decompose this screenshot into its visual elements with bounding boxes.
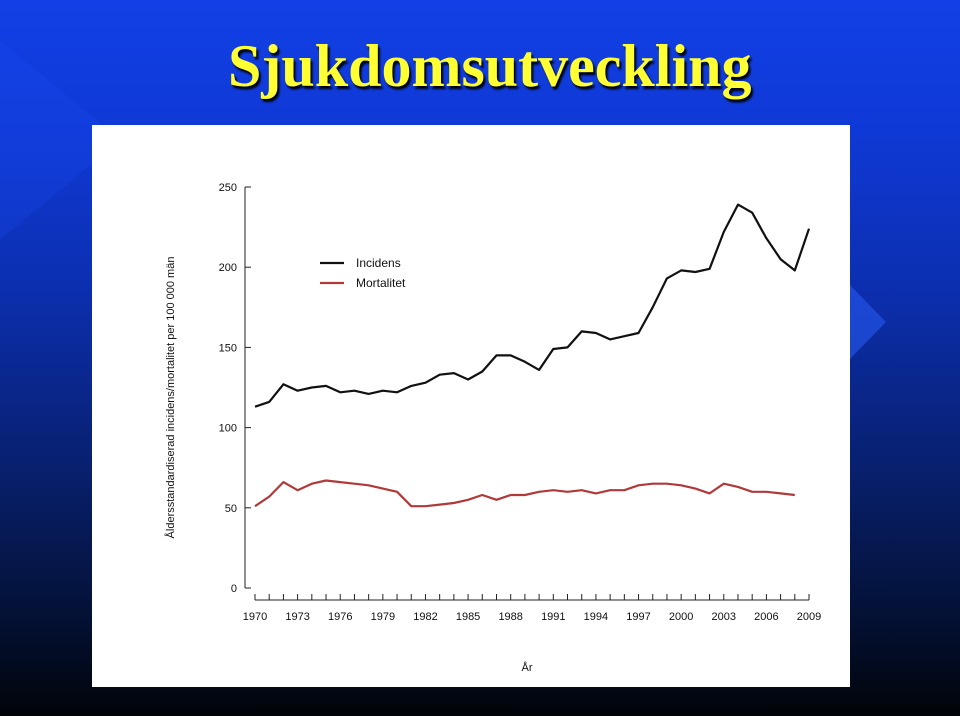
x-tick-label: 1991 xyxy=(541,611,565,623)
chart-lines xyxy=(254,203,811,508)
slide-title: Sjukdomsutveckling xyxy=(228,33,752,99)
x-tick-label: 1982 xyxy=(413,611,437,623)
x-tick-label: 1976 xyxy=(328,611,352,623)
x-tick-label: 1997 xyxy=(626,611,650,623)
y-tick-label: 100 xyxy=(219,423,237,435)
x-tick-label: 2003 xyxy=(712,611,736,623)
x-tick-label: 2000 xyxy=(669,611,693,623)
x-tick-label: 1988 xyxy=(498,611,522,623)
y-tick-label: 150 xyxy=(219,342,237,354)
x-tick-label: 1994 xyxy=(584,611,608,623)
x-axis-title: År xyxy=(522,661,533,674)
series-line-mortalitet xyxy=(254,479,795,508)
x-tick-label: 2009 xyxy=(797,611,821,623)
y-tick-label: 200 xyxy=(219,262,237,274)
line-chart: 0 50 100 150 200 250 1970 1973 1976 1979 1982 1985 1… xyxy=(164,182,822,674)
x-tick-label: 1979 xyxy=(371,611,395,623)
x-tick-label: 1970 xyxy=(243,611,267,623)
legend-label-incidens: Incidens xyxy=(356,256,401,270)
y-axis-title: Åldersstandardiserad incidens/mortalitet… xyxy=(164,257,177,539)
x-tick-label: 2006 xyxy=(754,611,778,623)
chart-legend: Incidens Mortalitet xyxy=(320,256,406,290)
y-tick-label: 50 xyxy=(225,503,237,515)
chart-panel: 0 50 100 150 200 250 1970 1973 1976 1979 1982 1985 1… xyxy=(92,125,850,687)
chart-axes: 0 50 100 150 200 250 1970 1973 1976 1979 1982 1985 1… xyxy=(219,182,822,623)
decorative-chevron xyxy=(845,280,886,364)
legend-label-mortalitet: Mortalitet xyxy=(356,276,406,290)
series-line-incidens xyxy=(254,203,811,408)
y-tick-label: 250 xyxy=(219,182,237,194)
decorative-wedge xyxy=(0,40,120,240)
y-tick-label: 0 xyxy=(231,583,237,595)
x-tick-label: 1985 xyxy=(456,611,480,623)
x-tick-label: 1973 xyxy=(285,611,309,623)
